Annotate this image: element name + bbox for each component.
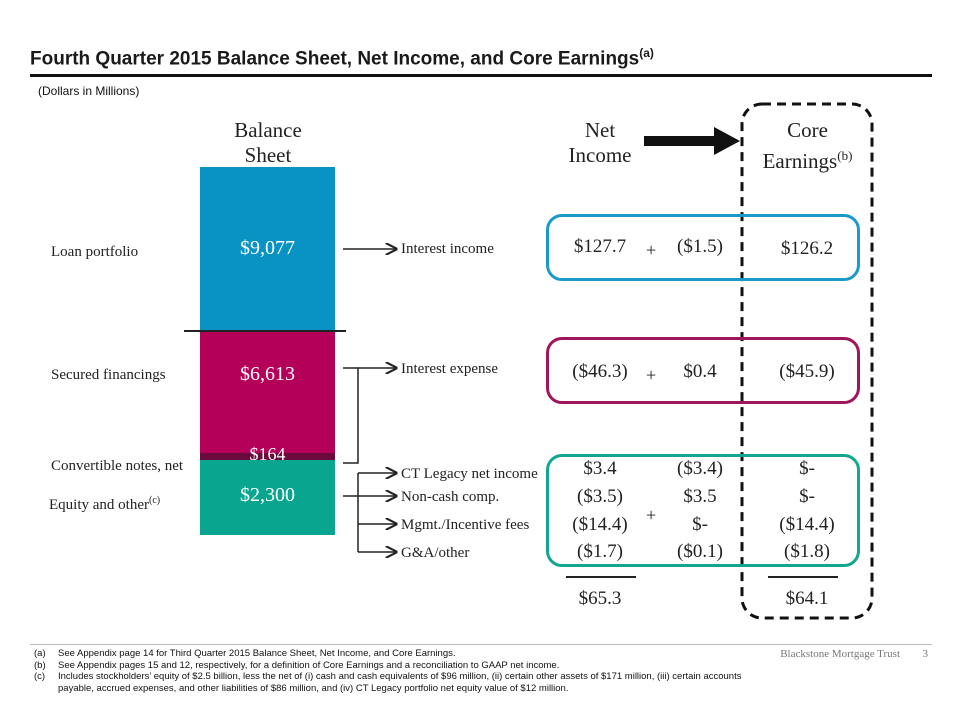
ct-legacy-core: $- [799, 458, 815, 479]
ga-adjustment: ($0.1) [677, 541, 723, 562]
core-earnings-total: $64.1 [785, 588, 829, 609]
footnote-c: (c) Includes stockholders’ equity of $2.5… [34, 671, 741, 683]
non-cash-net: ($3.5) [577, 486, 623, 507]
core-earnings-header: Core Earnings(b) [745, 118, 870, 174]
assets-liabilities-divider [184, 330, 346, 332]
net-income-header-line1: Net [584, 118, 616, 142]
interest-expense-label: Interest expense [401, 361, 499, 377]
footnote-a-text: See Appendix page 14 for Third Quarter 2… [58, 648, 456, 659]
secured-financings-label: Secured financings [51, 367, 166, 383]
other-items-box [546, 454, 860, 567]
title-rule [30, 74, 932, 77]
footnotes: (a) See Appendix page 14 for Third Quarte… [34, 648, 741, 694]
interest-income-label: Interest income [401, 241, 494, 257]
net-income-header-line2: Income [568, 143, 632, 167]
mgmt-core: ($14.4) [779, 514, 835, 535]
page-title-text: Fourth Quarter 2015 Balance Sheet, Net I… [30, 48, 640, 70]
balance-sheet-header: Balance Sheet [208, 118, 328, 168]
equity-footnote-marker: (c) [148, 495, 161, 506]
core-total-rule [768, 576, 838, 578]
footnote-c-continued: payable, accrued expenses, and other lia… [34, 683, 741, 695]
net-total-rule [566, 576, 636, 578]
ct-legacy-net: $3.4 [583, 458, 617, 479]
core-earnings-footnote-marker: (b) [837, 148, 853, 163]
connector-arrows [343, 230, 400, 570]
core-earnings-dashed-outline [740, 102, 874, 620]
mgmt-incentive-label: Mgmt./Incentive fees [401, 517, 530, 533]
balance-sheet-header-line2: Sheet [244, 143, 292, 167]
core-earnings-header-line2: Earnings [762, 149, 838, 173]
footer-rule [30, 644, 932, 645]
ct-legacy-adjustment: ($3.4) [677, 458, 723, 479]
non-cash-core: $- [799, 486, 815, 507]
footnote-c-text: Includes stockholders’ equity of $2.5 bi… [58, 671, 742, 682]
page-title: Fourth Quarter 2015 Balance Sheet, Net I… [30, 46, 654, 70]
equity-other-bar: $2,300 [200, 460, 335, 535]
net-income-header: Net Income [540, 118, 660, 168]
plus-sign-1: + [646, 240, 657, 260]
interest-expense-box [546, 337, 860, 404]
interest-income-box [546, 214, 860, 281]
ga-core: ($1.8) [784, 541, 830, 562]
mgmt-net: ($14.4) [572, 514, 628, 535]
brand-name: Blackstone Mortgage Trust [780, 648, 900, 660]
non-cash-comp-label: Non-cash comp. [401, 489, 500, 505]
secured-financings-value: $6,613 [240, 363, 295, 385]
footnote-c2-text: payable, accrued expenses, and other lia… [58, 682, 569, 694]
interest-expense-core: ($45.9) [779, 361, 835, 382]
secured-financings-bar: $6,613 [200, 332, 335, 453]
balance-sheet-header-line1: Balance [234, 118, 302, 142]
footnote-b: (b) See Appendix pages 15 and 12, respect… [34, 660, 741, 672]
ga-other-label: G&A/other [401, 545, 470, 561]
ct-legacy-label: CT Legacy net income [401, 466, 538, 482]
core-earnings-header-line1: Core [787, 118, 828, 142]
footnote-b-text: See Appendix pages 15 and 12, respective… [58, 659, 560, 671]
interest-expense-adjustment: $0.4 [683, 361, 717, 382]
footnote-c-key: (c) [34, 671, 46, 682]
convertible-notes-bar [200, 453, 335, 460]
interest-income-net: $127.7 [573, 236, 627, 257]
loan-portfolio-value: $9,077 [240, 237, 295, 259]
net-income-total: $65.3 [578, 588, 622, 609]
ga-net: ($1.7) [577, 541, 623, 562]
title-footnote-marker: (a) [639, 46, 654, 60]
footnote-a: (a) See Appendix page 14 for Third Quarte… [34, 648, 741, 660]
plus-sign-3: + [646, 505, 657, 525]
equity-other-label-text: Equity and other [49, 497, 149, 513]
units-note: (Dollars in Millions) [38, 84, 140, 98]
non-cash-adjustment: $3.5 [683, 486, 717, 507]
plus-sign-2: + [646, 365, 657, 385]
convertible-notes-label: Convertible notes, net [51, 458, 184, 474]
interest-income-core: $126.2 [780, 238, 834, 259]
page-number: 3 [922, 648, 929, 660]
equity-other-value: $2,300 [240, 484, 295, 506]
footnote-b-key: (b) [34, 659, 46, 671]
loan-portfolio-bar: $9,077 [200, 167, 335, 331]
loan-portfolio-label: Loan portfolio [51, 244, 139, 260]
footnote-a-key: (a) [34, 648, 46, 659]
interest-expense-net: ($46.3) [572, 361, 628, 382]
interest-income-adjustment: ($1.5) [677, 236, 723, 257]
convertible-notes-value: $164 [249, 444, 286, 464]
mgmt-adjustment: $- [692, 514, 708, 535]
right-arrow-icon [644, 127, 740, 155]
equity-other-label: Equity and other(c) [49, 495, 160, 514]
